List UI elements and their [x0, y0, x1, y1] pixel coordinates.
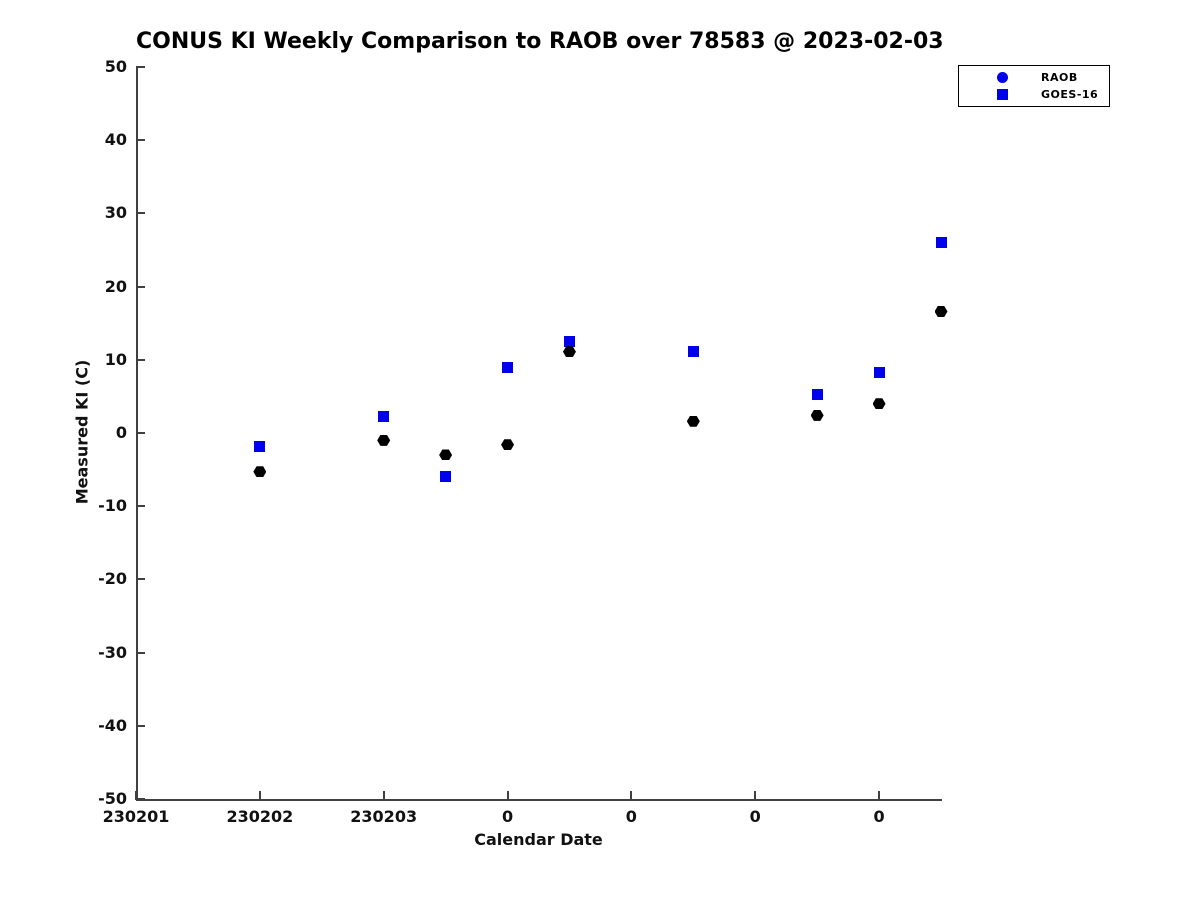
x-axis-label: Calendar Date: [474, 830, 603, 849]
x-tick-label: 230201: [102, 807, 170, 826]
raob-circle-marker-icon: [997, 72, 1008, 83]
data-point-goes16: [563, 336, 575, 347]
y-tick-label: 40: [104, 130, 127, 150]
y-tick-label: 10: [104, 349, 127, 369]
y-tick-label: 30: [104, 203, 127, 223]
y-tick: [136, 139, 145, 142]
data-point-raob: [377, 434, 391, 446]
legend-label-raob: RAOB: [1041, 71, 1078, 84]
y-axis-label: Measured KI (C): [72, 359, 92, 505]
x-tick-label: 230203: [350, 807, 418, 826]
y-tick: [136, 358, 145, 361]
y-tick: [136, 578, 145, 581]
y-tick: [136, 505, 145, 508]
y-tick: [136, 212, 145, 215]
data-point-raob: [253, 466, 267, 478]
x-tick-label: 230202: [226, 807, 294, 826]
data-point-goes16: [873, 366, 885, 378]
y-tick-label: -20: [98, 569, 127, 589]
x-tick-label: 0: [501, 807, 514, 826]
y-tick: [136, 432, 145, 434]
data-point-raob: [686, 415, 700, 427]
y-tick-label: -30: [98, 642, 127, 662]
y-tick-label: -10: [98, 496, 127, 516]
x-tick: [506, 791, 509, 800]
y-tick-label: 50: [104, 57, 127, 76]
y-tick: [136, 798, 145, 800]
x-tick-label: 0: [625, 807, 637, 826]
y-tick-label: 20: [104, 276, 127, 296]
x-tick: [878, 791, 881, 800]
legend: RAOB GOES-16: [958, 65, 1110, 107]
x-tick: [630, 791, 633, 800]
x-tick-label: 0: [749, 807, 761, 826]
y-tick: [136, 285, 145, 288]
x-tick: [754, 791, 757, 800]
legend-item-goes16: GOES-16: [959, 88, 1109, 102]
legend-item-raob: RAOB: [959, 71, 1109, 85]
y-tick-label: -50: [98, 789, 127, 808]
data-point-raob: [562, 346, 576, 358]
y-tick: [136, 651, 145, 654]
x-axis-spine: [136, 799, 942, 801]
data-point-raob: [439, 449, 453, 461]
y-tick: [136, 66, 145, 68]
data-point-raob: [501, 439, 515, 451]
goes16-square-marker-icon: [997, 89, 1008, 100]
data-point-goes16: [687, 345, 699, 357]
chart-title: CONUS KI Weekly Comparison to RAOB over …: [136, 29, 944, 54]
legend-label-goes16: GOES-16: [1041, 88, 1099, 101]
data-point-goes16: [378, 410, 390, 422]
data-point-raob: [872, 398, 886, 410]
y-tick-label: 0: [115, 423, 127, 442]
data-point-goes16: [935, 237, 947, 249]
data-point-goes16: [811, 388, 823, 400]
y-tick-label: -40: [98, 715, 127, 735]
data-point-goes16: [440, 471, 452, 483]
data-point-goes16: [502, 362, 514, 374]
x-tick: [258, 791, 261, 800]
data-point-goes16: [254, 441, 266, 453]
data-point-raob: [934, 305, 948, 317]
y-tick: [136, 724, 145, 727]
x-tick-label: 0: [873, 807, 885, 826]
x-tick: [382, 791, 385, 800]
x-tick: [135, 791, 137, 800]
data-point-raob: [810, 409, 824, 421]
